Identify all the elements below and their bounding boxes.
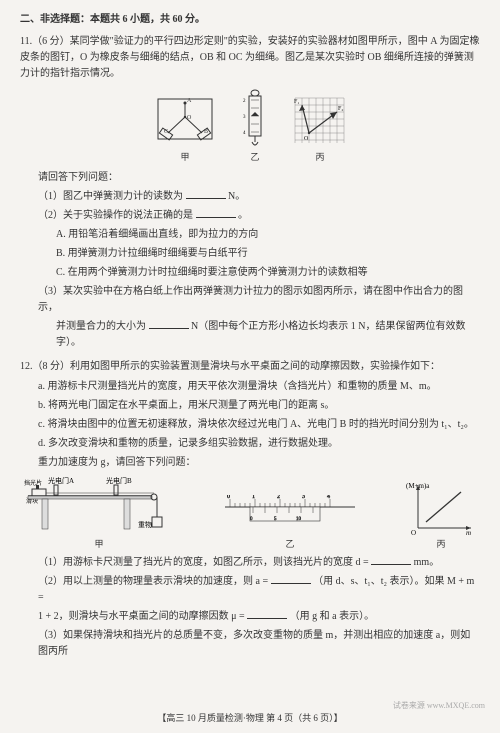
q11-p2-end: 。 [238,210,248,221]
q12-p2: （2）用以上测量的物理量表示滑块的加速度，则 a = （用 d、s、t₁、t₂ … [20,574,480,606]
svg-text:2: 2 [243,99,246,104]
spring-scale-icon: 2 3 4 [240,88,270,148]
q12-fig2: 0 1 2 3 4 0 5 10 [220,495,360,551]
q12-p1-blank[interactable] [371,555,411,565]
q11-p2-text: （2）关于实验操作的说法正确的是 [38,210,193,221]
q12-sD: d. 多次改变滑块和重物的质量，记录多组实验数据，进行数据处理。 [20,436,480,452]
q12-sA: a. 用游标卡尺测量挡光片的宽度，用天平依次测量滑块（含挡光片）和重物的质量 M… [20,379,480,395]
q12-figures: 光电门A 光电门B 挡光片 滑块 重物 甲 [20,475,480,551]
q12-p1b: mm。 [414,557,440,568]
question-12: 12.（8 分）利用如图甲所示的实验装置测量滑块与水平桌面之间的动摩擦因数，实验… [20,359,480,659]
watermark: 试卷来源 www.MXQE.com [393,700,485,713]
q12-fig3-label: 丙 [436,537,445,551]
q12-sC: c. 将滑块由图中的位置无初速释放，滑块依次经过光电门 A、光电门 B 时的挡光… [20,417,480,433]
parallelogram-apparatus-icon: A O C B [150,93,220,148]
q11-fig2: 2 3 4 乙 [240,88,270,164]
q12-p1a: （1）用游标卡尺测量了挡光片的宽度，如图乙所示，则该挡光片的宽度 d = [38,557,369,568]
svg-text:m: m [466,529,471,535]
q12-fig3: m (M+m)a O 丙 [406,480,476,551]
q12-p1: （1）用游标卡尺测量了挡光片的宽度，如图乙所示，则该挡光片的宽度 d = mm。 [20,555,480,571]
q11-p1-text: （1）图乙中弹簧测力计的读数为 [38,191,183,202]
linear-graph-icon: m (M+m)a O [406,480,476,535]
section-header: 二、非选择题：本题共 6 小题，共 60 分。 [20,12,480,28]
q11-fig1-label: 甲 [180,150,189,164]
q11-p3b: 并测量合力的大小为 [56,321,146,332]
q12-p2c: 1 + 2，则滑块与水平桌面之间的动摩擦因数 μ = [38,611,245,622]
svg-text:10: 10 [296,517,302,522]
q12-fig2-label: 乙 [285,537,294,551]
question-11: 11.（6 分）某同学做"验证力的平行四边形定则"的实验，安装好的实验器材如图甲… [20,34,480,351]
q12-p2d: （用 g 和 a 表示）。 [290,611,374,622]
grid-forces-icon: F₁ F₂ O [290,93,350,148]
q11-fig3: F₁ F₂ O 丙 [290,93,350,164]
q12-p2-blank2[interactable] [247,609,287,619]
q11-figures: A O C B 甲 2 3 [20,88,480,164]
q11-p2-blank[interactable] [196,208,236,218]
q12-p2-blank1[interactable] [271,574,311,584]
q12-p3: （3）如果保持滑块和挡光片的总质量不变，多次改变重物的质量 m，并测出相应的加速… [20,628,480,660]
q12-p2a: （2）用以上测量的物理量表示滑块的加速度，则 a = [38,576,268,587]
svg-text:(M+m)a: (M+m)a [406,482,430,490]
svg-text:F₁: F₁ [294,99,299,105]
q11-p1: （1）图乙中弹簧测力计的读数为 N。 [20,189,480,205]
q11-fig1: A O C B 甲 [150,93,220,164]
q11-fig2-label: 乙 [250,150,259,164]
q12-fig1: 光电门A 光电门B 挡光片 滑块 重物 甲 [24,475,174,551]
q11-prompt: 请回答下列问题： [20,170,480,186]
q11-optA: A. 用铅笔沿着细绳画出直线，即为拉力的方向 [20,227,480,243]
svg-text:3: 3 [243,115,246,120]
block-label: 挡光片 [24,479,42,487]
q12-sB: b. 将两光电门固定在水平桌面上，用米尺测量了两光电门的距离 s。 [20,398,480,414]
vernier-caliper-icon: 0 1 2 3 4 0 5 10 [220,495,360,535]
q12-gravity: 重力加速度为 g，请回答下列问题： [20,455,480,471]
svg-text:O: O [304,136,309,142]
q11-p1-unit: N。 [228,191,245,202]
track-apparatus-icon: 光电门A 光电门B 挡光片 滑块 重物 [24,475,174,535]
q12-fig1-label: 甲 [94,537,103,551]
svg-text:2: 2 [277,495,280,500]
svg-text:4: 4 [243,131,246,136]
q11-p3-blank[interactable] [149,319,189,329]
gate-a-label: 光电门A [48,476,74,485]
svg-text:0: 0 [227,495,230,500]
svg-text:F₂: F₂ [338,106,343,112]
q12-header: 12.（8 分）利用如图甲所示的实验装置测量滑块与水平桌面之间的动摩擦因数，实验… [20,359,480,375]
svg-text:1: 1 [252,495,255,500]
q11-optC: C. 在用两个弹簧测力计时拉细绳时要注意使两个弹簧测力计的读数相等 [20,265,480,281]
svg-text:O: O [411,529,416,535]
q11-fig3-label: 丙 [315,150,324,164]
q12-p2-line2: 1 + 2，则滑块与水平桌面之间的动摩擦因数 μ = （用 g 和 a 表示）。 [20,609,480,625]
q11-header: 11.（6 分）某同学做"验证力的平行四边形定则"的实验，安装好的实验器材如图甲… [20,34,480,82]
weight-label: 重物 [138,520,152,529]
gate-b-label: 光电门B [106,476,132,485]
q11-p1-blank[interactable] [186,189,226,199]
q11-optB: B. 用弹簧测力计拉细绳时细绳要与白纸平行 [20,246,480,262]
svg-text:4: 4 [327,495,330,500]
svg-text:A: A [187,98,192,104]
q11-p3b-row: 并测量合力的大小为 N（图中每个正方形小格边长均表示 1 N，结果保留两位有效数… [20,319,480,351]
q11-p2: （2）关于实验操作的说法正确的是 。 [20,208,480,224]
svg-text:3: 3 [302,495,305,500]
q11-p3a: （3）某次实验中在方格白纸上作出两弹簧测力计拉力的图示如图丙所示，请在图中作出合… [20,284,480,316]
